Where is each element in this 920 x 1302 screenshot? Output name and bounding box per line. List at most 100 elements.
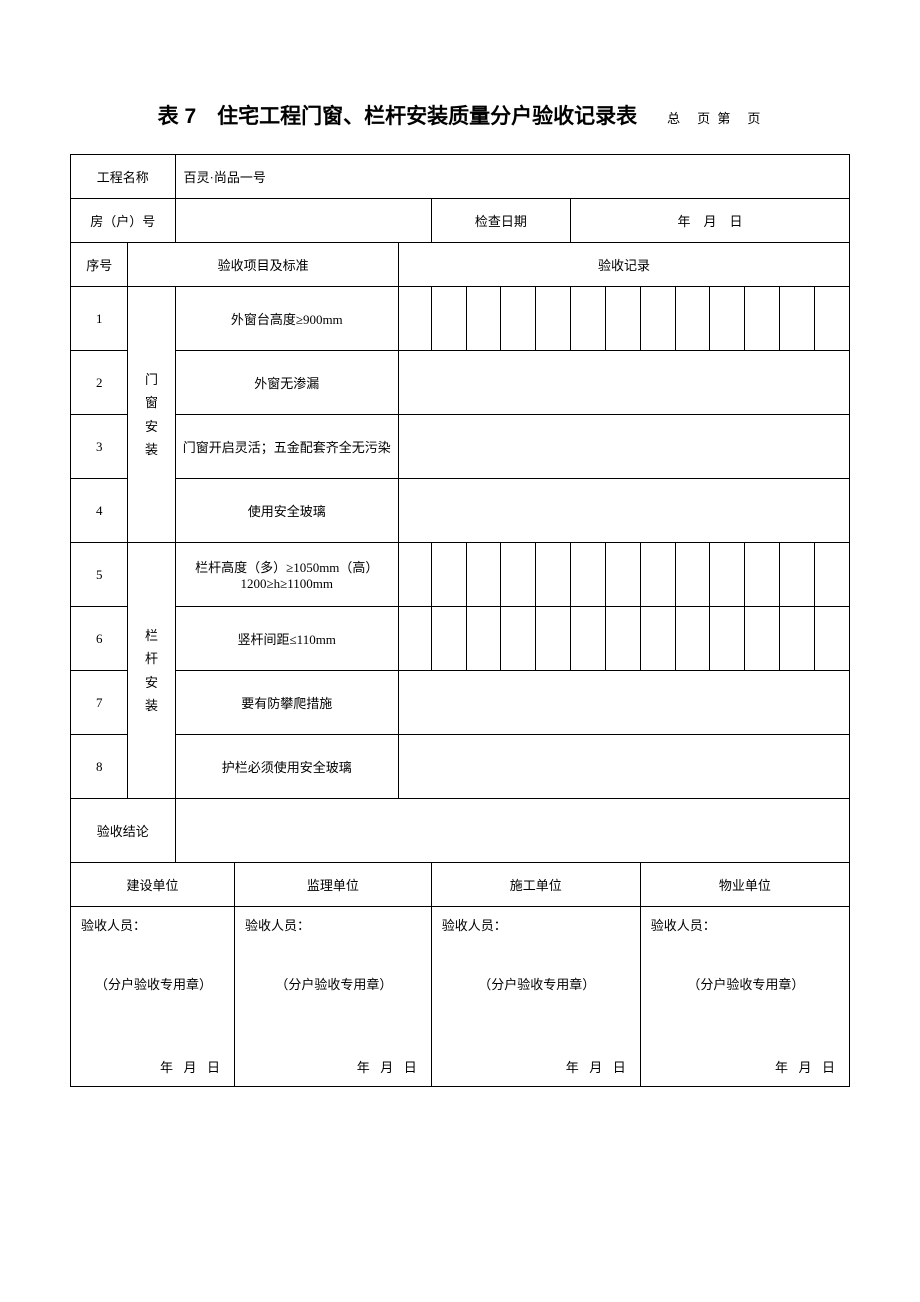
seq-no: 6	[71, 607, 128, 671]
record-cell	[501, 287, 536, 351]
std-text: 竖杆间距≤110mm	[175, 607, 398, 671]
seq-no: 1	[71, 287, 128, 351]
record-cell	[398, 351, 849, 415]
record-cell	[640, 607, 675, 671]
table-row: 4 使用安全玻璃	[71, 479, 850, 543]
row-column-head: 序号 验收项目及标准 验收记录	[71, 243, 850, 287]
row-project-name: 工程名称 百灵·尚品一号	[71, 155, 850, 199]
table-row: 1 门窗安装 外窗台高度≥900mm	[71, 287, 850, 351]
record-cell	[780, 287, 815, 351]
std-text: 栏杆高度（多）≥1050mm（高）1200≥h≥1100mm	[175, 543, 398, 607]
house-no-value	[175, 199, 431, 243]
record-cell	[605, 607, 640, 671]
record-label: 验收记录	[398, 243, 849, 287]
sig-person-label: 验收人员：	[245, 915, 423, 934]
std-text: 门窗开启灵活；五金配套齐全无污染	[175, 415, 398, 479]
record-cell	[710, 607, 745, 671]
record-cell	[398, 671, 849, 735]
sig-contractor: 验收人员： （分户验收专用章） 年 月 日	[431, 907, 640, 1087]
record-cell	[640, 543, 675, 607]
title-pageinfo: 总 页 第 页	[667, 108, 762, 127]
record-cell	[466, 543, 501, 607]
record-cell	[398, 735, 849, 799]
inspection-table: 工程名称 百灵·尚品一号 房（户）号 检查日期 年 月 日 序号 验收项目及标准…	[70, 154, 850, 1087]
record-cell	[398, 607, 431, 671]
record-cell	[466, 607, 501, 671]
sig-property: 验收人员： （分户验收专用章） 年 月 日	[640, 907, 849, 1087]
unit-construction: 建设单位	[71, 863, 235, 907]
record-cell	[640, 287, 675, 351]
title-row: 表 7 住宅工程门窗、栏杆安装质量分户验收记录表 总 页 第 页	[70, 100, 850, 130]
item-label: 验收项目及标准	[128, 243, 399, 287]
record-cell	[536, 607, 571, 671]
record-cell	[536, 287, 571, 351]
sig-person-label: 验收人员：	[442, 915, 632, 934]
table-row: 8 护栏必须使用安全玻璃	[71, 735, 850, 799]
record-cell	[398, 287, 431, 351]
table-row: 7 要有防攀爬措施	[71, 671, 850, 735]
record-cell	[501, 607, 536, 671]
record-cell	[536, 543, 571, 607]
record-cell	[710, 543, 745, 607]
record-cell	[675, 543, 710, 607]
record-cell	[571, 543, 606, 607]
table-row: 6 竖杆间距≤110mm	[71, 607, 850, 671]
check-date-label: 检查日期	[431, 199, 570, 243]
record-cell	[605, 543, 640, 607]
title-main: 表 7 住宅工程门窗、栏杆安装质量分户验收记录表	[158, 100, 638, 130]
seq-label: 序号	[71, 243, 128, 287]
table-row: 5 栏杆安装 栏杆高度（多）≥1050mm（高）1200≥h≥1100mm	[71, 543, 850, 607]
record-cell	[571, 287, 606, 351]
unit-property: 物业单位	[640, 863, 849, 907]
row-units: 建设单位 监理单位 施工单位 物业单位	[71, 863, 850, 907]
record-cell	[398, 415, 849, 479]
sig-date-label: 年 月 日	[566, 1057, 628, 1076]
record-cell	[431, 607, 466, 671]
record-cell	[675, 607, 710, 671]
seq-no: 2	[71, 351, 128, 415]
record-cell	[710, 287, 745, 351]
sig-date-label: 年 月 日	[357, 1057, 419, 1076]
record-cell	[780, 607, 815, 671]
record-cell	[815, 287, 850, 351]
sig-supervision: 验收人员： （分户验收专用章） 年 月 日	[234, 907, 431, 1087]
record-cell	[675, 287, 710, 351]
std-text: 使用安全玻璃	[175, 479, 398, 543]
project-name-value: 百灵·尚品一号	[175, 155, 849, 199]
record-cell	[745, 607, 780, 671]
sig-stamp-label: （分户验收专用章）	[81, 974, 226, 993]
record-cell	[745, 287, 780, 351]
seq-no: 3	[71, 415, 128, 479]
sig-person-label: 验收人员：	[651, 915, 841, 934]
record-cell	[745, 543, 780, 607]
seq-no: 7	[71, 671, 128, 735]
conclusion-label: 验收结论	[71, 799, 176, 863]
record-cell	[501, 543, 536, 607]
record-cell	[780, 543, 815, 607]
sig-construction: 验收人员： （分户验收专用章） 年 月 日	[71, 907, 235, 1087]
record-cell	[815, 607, 850, 671]
record-cell	[466, 287, 501, 351]
record-cell	[398, 479, 849, 543]
sig-stamp-label: （分户验收专用章）	[245, 974, 423, 993]
record-cell	[571, 607, 606, 671]
sig-date-label: 年 月 日	[775, 1057, 837, 1076]
record-cell	[431, 543, 466, 607]
sig-person-label: 验收人员：	[81, 915, 226, 934]
record-cell	[431, 287, 466, 351]
seq-no: 5	[71, 543, 128, 607]
unit-supervision: 监理单位	[234, 863, 431, 907]
row-conclusion: 验收结论	[71, 799, 850, 863]
sig-stamp-label: （分户验收专用章）	[651, 974, 841, 993]
unit-contractor: 施工单位	[431, 863, 640, 907]
record-cell	[398, 543, 431, 607]
group-b-name: 栏杆安装	[128, 543, 175, 799]
check-date-value: 年 月 日	[571, 199, 850, 243]
sig-date-label: 年 月 日	[160, 1057, 222, 1076]
group-a-name: 门窗安装	[128, 287, 175, 543]
sig-stamp-label: （分户验收专用章）	[442, 974, 632, 993]
conclusion-value	[175, 799, 849, 863]
std-text: 外窗无渗漏	[175, 351, 398, 415]
table-row: 3 门窗开启灵活；五金配套齐全无污染	[71, 415, 850, 479]
project-name-label: 工程名称	[71, 155, 176, 199]
